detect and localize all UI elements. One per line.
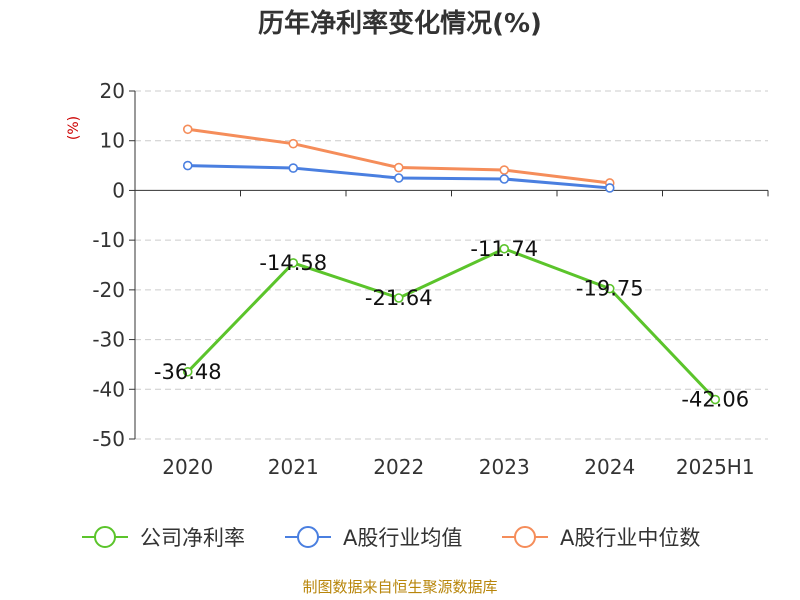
chart-title: 历年净利率变化情况(%) — [258, 8, 542, 39]
legend-label: 公司净利率 — [140, 526, 245, 550]
data-label: -42.06 — [681, 388, 749, 412]
legend-marker — [94, 526, 116, 548]
x-tick-label: 2025H1 — [676, 455, 755, 479]
x-tick-label: 2023 — [479, 455, 530, 479]
source-note: 制图数据来自恒生聚源数据库 — [302, 578, 497, 596]
data-label: -14.58 — [259, 251, 327, 275]
data-point — [710, 394, 721, 405]
data-point — [499, 174, 510, 184]
data-point — [393, 173, 404, 183]
data-point — [288, 163, 299, 173]
data-point — [393, 293, 404, 303]
x-tick-label: 2021 — [268, 455, 319, 479]
data-point — [288, 138, 299, 149]
legend: 公司净利率 A股行业均值 A股行业中位数 — [82, 526, 700, 550]
legend-label: A股行业均值 — [343, 526, 462, 550]
y-tick-label: -20 — [92, 278, 125, 302]
y-tick-label: -10 — [92, 228, 125, 252]
data-point — [288, 258, 299, 268]
y-axis-label: (%) — [66, 116, 82, 140]
legend-marker — [514, 526, 536, 548]
data-label: -11.74 — [470, 237, 538, 261]
legend-label: A股行业中位数 — [560, 526, 700, 550]
y-tick-label: 10 — [100, 129, 125, 153]
y-tick-label: 0 — [112, 178, 125, 202]
data-point — [604, 283, 615, 294]
data-point — [182, 124, 193, 135]
y-tick-label: 20 — [100, 79, 125, 103]
data-label: -36.48 — [154, 360, 222, 384]
x-tick-label: 2020 — [162, 455, 213, 479]
series-group — [182, 124, 721, 405]
axes: 20 10 0 -10 -20 -30 -40 -50 2020 2021 2022 2023 2024… — [92, 79, 769, 479]
data-point — [393, 162, 404, 173]
data-point — [182, 160, 193, 171]
y-tick-label: -50 — [92, 427, 125, 451]
data-point — [499, 165, 510, 175]
data-point — [182, 366, 193, 377]
y-tick-label: -40 — [92, 377, 125, 401]
series-line — [186, 247, 717, 401]
y-tick-label: -30 — [92, 328, 125, 352]
data-point — [499, 243, 510, 254]
legend-marker — [297, 526, 319, 548]
data-labels: -36.48 -14.58 -21.64 -11.74 -19.75 -42.06 — [154, 237, 749, 412]
data-point — [604, 183, 615, 193]
grid-lines — [135, 90, 768, 440]
data-label: -19.75 — [576, 277, 644, 301]
data-label: -21.64 — [365, 286, 433, 310]
x-tick-label: 2022 — [373, 455, 424, 479]
x-tick-label: 2024 — [584, 455, 635, 479]
